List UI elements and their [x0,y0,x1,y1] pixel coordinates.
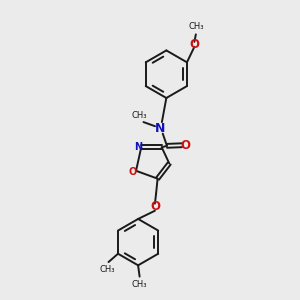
Text: O: O [128,167,136,177]
Text: N: N [155,122,166,135]
Text: CH₃: CH₃ [100,265,115,274]
Text: N: N [134,142,142,152]
Text: CH₃: CH₃ [188,22,204,32]
Text: O: O [150,200,160,213]
Text: O: O [190,38,200,51]
Text: O: O [180,139,190,152]
Text: CH₃: CH₃ [131,111,147,120]
Text: CH₃: CH₃ [132,280,147,289]
